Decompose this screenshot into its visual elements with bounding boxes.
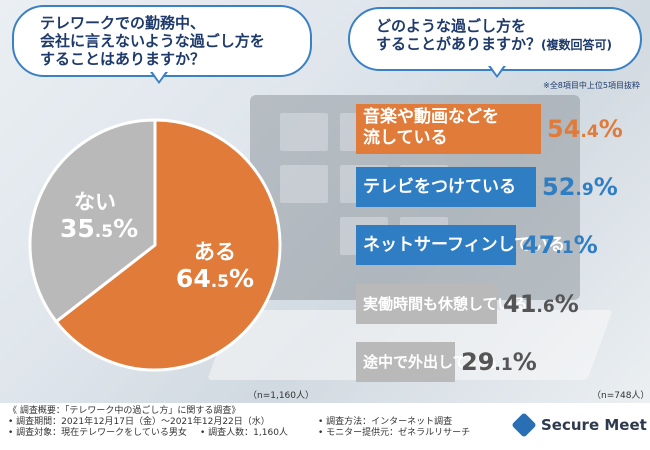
bar-resting: 実働時間も休憩している bbox=[356, 284, 528, 324]
survey-count: • 調査人数：1,160人 bbox=[200, 428, 288, 438]
bar-value-unit: % bbox=[593, 173, 618, 201]
selection-note: ※全8項目中上位5項目抜粋 bbox=[543, 81, 640, 90]
pie-slice-no bbox=[28, 118, 157, 324]
bar-value-dec: .1 bbox=[494, 355, 513, 375]
bar-value-resting: 41.6% bbox=[503, 289, 579, 322]
bar-value-going-out: 29.1% bbox=[461, 347, 537, 380]
bar-going-out: 途中で外出している bbox=[356, 342, 498, 382]
bar-label: 音楽や動画などを 流している bbox=[363, 107, 499, 149]
background-tile bbox=[280, 165, 328, 203]
right-question-bubble: どのような過ごし方を することがありますか？(複数回答可) bbox=[348, 7, 642, 71]
left-bubble-tail-inner bbox=[152, 71, 166, 81]
left-question-line: することはありますか？ bbox=[40, 50, 206, 68]
brand-name: Secure Meet bbox=[541, 416, 647, 434]
pie-no-int: 35 bbox=[60, 214, 95, 243]
right-question-text: どのような過ごし方を することがありますか？(複数回答可) bbox=[376, 17, 612, 54]
bar-value-unit: % bbox=[554, 290, 579, 318]
bar-value-int: 41 bbox=[503, 290, 537, 318]
bar-label: 実働時間も休憩している bbox=[363, 295, 528, 313]
bar-value-unit: % bbox=[573, 231, 598, 259]
bar-value-music-video: 54.4% bbox=[547, 114, 623, 147]
bar-value-unit: % bbox=[598, 115, 623, 143]
bar-net-surfing: ネットサーフィンしている bbox=[356, 225, 565, 265]
right-question-line: することがありますか？ bbox=[376, 35, 542, 53]
survey-target: • 調査対象：現在テレワークをしている男女 bbox=[8, 428, 187, 438]
right-question-line: どのような過ごし方を bbox=[376, 17, 527, 35]
left-question-bubble: テレワークでの勤務中、 会社に言えないような過ごし方を することはありますか？ bbox=[12, 5, 312, 77]
background-tile bbox=[280, 113, 328, 151]
bar-label-line: 流している bbox=[363, 128, 448, 148]
survey-period: • 調査期間：2021年12月17日（金）〜2021年12月22日（水） bbox=[8, 417, 270, 427]
bar-label: テレビをつけている bbox=[363, 177, 516, 197]
pie-no-unit: % bbox=[113, 214, 139, 243]
bar-value-dec: .6 bbox=[536, 297, 555, 317]
pie-label-yes-value: 64.5% bbox=[160, 264, 270, 297]
left-question-line: テレワークでの勤務中、 bbox=[40, 14, 206, 32]
bar-label-line: 音楽や動画などを bbox=[363, 107, 499, 127]
bar-value-int: 29 bbox=[461, 348, 495, 376]
left-question-text: テレワークでの勤務中、 会社に言えないような過ごし方を することはありますか？ bbox=[40, 14, 265, 68]
bar-value-int: 54 bbox=[547, 115, 581, 143]
bar-value-net-surfing: 47.1% bbox=[522, 230, 598, 263]
pie-yes-dec: .5 bbox=[210, 272, 230, 292]
survey-title: 《 調査概要：「テレワーク中の過ごし方」に関する調査》 bbox=[8, 406, 241, 416]
pie-label-no-value: 35.5% bbox=[60, 214, 138, 247]
survey-provider: • モニター提供元：ゼネラルリサーチ bbox=[318, 428, 471, 438]
bar-tv: テレビをつけている bbox=[356, 167, 536, 207]
pie-label-no-name: ない bbox=[74, 190, 116, 214]
bar-value-int: 52 bbox=[542, 173, 576, 201]
bar-value-dec: .9 bbox=[575, 180, 594, 200]
survey-method: • 調査方法：インターネット調査 bbox=[318, 417, 453, 427]
pie-yes-unit: % bbox=[229, 264, 255, 293]
pie-no-dec: .5 bbox=[94, 222, 114, 242]
right-bubble-tail-inner bbox=[490, 65, 504, 75]
bar-music-video: 音楽や動画などを 流している bbox=[356, 104, 541, 154]
pie-label-no: ない 35.5% bbox=[60, 190, 138, 247]
pie-label-yes-name: ある bbox=[194, 240, 236, 264]
left-question-line: 会社に言えないような過ごし方を bbox=[40, 32, 265, 50]
bar-value-unit: % bbox=[512, 348, 537, 376]
brand-logo-icon bbox=[511, 412, 537, 438]
pie-slice-yes bbox=[54, 118, 282, 372]
bar-value-int: 47 bbox=[522, 231, 556, 259]
survey-footer: 《 調査概要：「テレワーク中の過ごし方」に関する調査》 • 調査期間：2021年… bbox=[0, 403, 650, 450]
pie-sample-size: （n=1,160人） bbox=[248, 391, 315, 401]
pie-label-yes: ある 64.5% bbox=[160, 240, 270, 297]
pie-yes-int: 64 bbox=[175, 264, 211, 293]
bar-label: 途中で外出している bbox=[363, 353, 498, 371]
bar-value-dec: .1 bbox=[555, 238, 574, 258]
bar-value-dec: .4 bbox=[580, 122, 599, 142]
bar-value-tv: 52.9% bbox=[542, 172, 618, 205]
bar-sample-size: （n=748人） bbox=[592, 391, 650, 401]
right-question-suffix: (複数回答可) bbox=[541, 38, 612, 52]
bar-label: ネットサーフィンしている bbox=[363, 235, 566, 255]
